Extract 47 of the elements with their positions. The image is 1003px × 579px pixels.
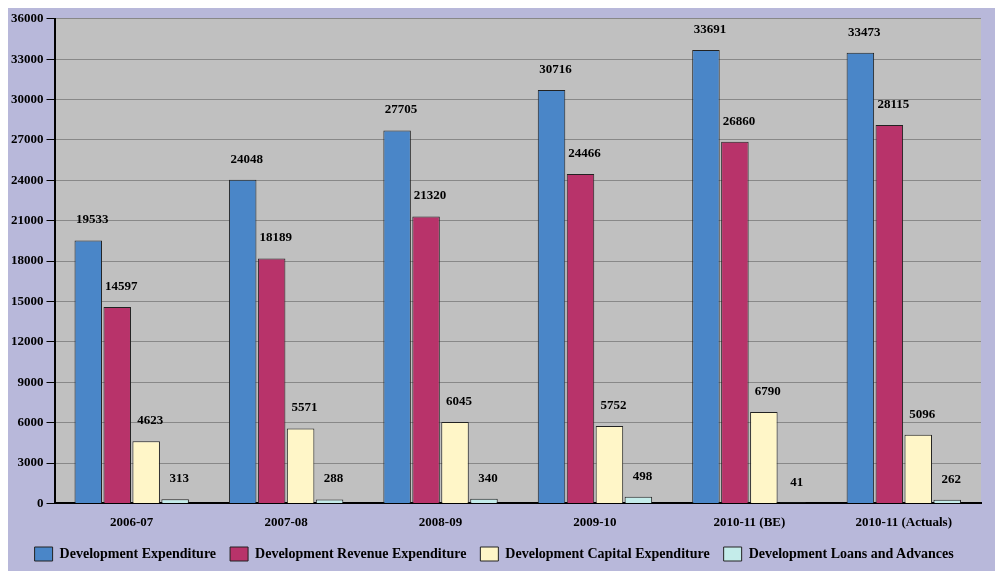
data-label: 26860: [722, 112, 756, 128]
y-tick-label: 15000: [11, 292, 44, 308]
data-label: 21320: [413, 187, 447, 203]
y-tick-label: 33000: [11, 50, 44, 66]
y-tick-label: 30000: [11, 90, 44, 106]
x-tick-label: 2009-10: [573, 513, 617, 529]
data-label: 18189: [259, 229, 293, 245]
y-tick-label: 3000: [17, 454, 44, 470]
data-label: 24048: [230, 150, 264, 166]
x-tick-label: 2010-11 (BE): [713, 513, 786, 529]
legend-label: Development Expenditure: [59, 545, 217, 561]
data-label: 498: [632, 467, 653, 483]
legend-label: Development Loans and Advances: [748, 545, 955, 561]
data-label: 24466: [568, 144, 602, 160]
y-tick-label: 27000: [11, 131, 44, 147]
data-label: 288: [323, 470, 344, 486]
x-tick-label: 2006-07: [110, 513, 154, 529]
y-tick-label: 12000: [11, 333, 44, 349]
y-tick-label: 21000: [11, 212, 44, 228]
y-tick-label: 36000: [11, 10, 44, 26]
legend-label: Development Revenue Expenditure: [255, 545, 467, 561]
data-label: 33691: [693, 20, 727, 36]
data-label: 4623: [137, 412, 164, 428]
data-label: 5752: [600, 396, 627, 412]
data-label: 27705: [384, 101, 418, 117]
y-tick-label: 0: [37, 494, 44, 510]
y-tick-label: 6000: [17, 413, 44, 429]
x-tick-label: 2007-08: [264, 513, 309, 529]
data-label: 14597: [104, 277, 138, 293]
y-tick-label: 24000: [11, 171, 44, 187]
data-label: 30716: [539, 60, 573, 76]
data-label: 41: [790, 473, 804, 489]
data-label: 6045: [446, 392, 473, 408]
data-label: 5096: [909, 405, 936, 421]
data-label: 5571: [291, 399, 318, 415]
data-label: 313: [169, 470, 190, 486]
data-label: 28115: [877, 95, 910, 111]
data-label: 262: [941, 470, 961, 486]
data-label: 33473: [848, 23, 882, 39]
y-tick-label: 18000: [11, 252, 44, 268]
legend-label: Development Capital Expenditure: [505, 545, 710, 561]
x-tick-label: 2010-11 (Actuals): [855, 513, 952, 529]
y-tick-label: 9000: [17, 373, 44, 389]
x-tick-label: 2008-09: [418, 513, 463, 529]
data-label: 19533: [76, 211, 110, 227]
data-label: 6790: [754, 382, 781, 398]
data-label: 340: [478, 469, 498, 485]
